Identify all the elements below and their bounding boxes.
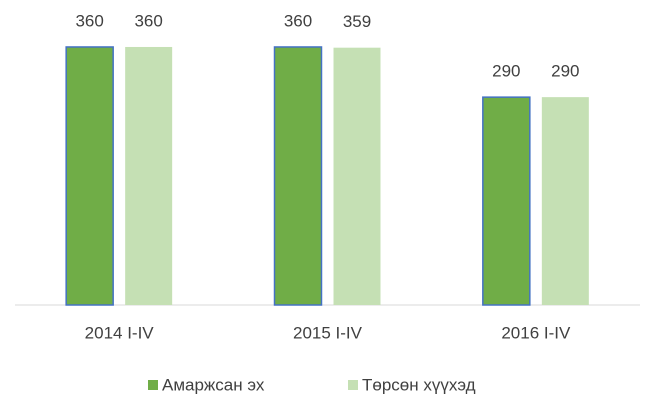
data-label: 290 <box>492 62 520 81</box>
legend-label: Төрсөн хүүхэд <box>362 375 476 394</box>
data-label: 360 <box>75 11 103 30</box>
data-label: 360 <box>284 11 312 30</box>
bar <box>482 96 531 306</box>
bar <box>125 46 173 305</box>
bar <box>541 97 589 305</box>
x-tick-label: 2014 I-IV <box>85 323 155 342</box>
bar <box>273 46 323 306</box>
bar <box>333 47 381 306</box>
x-tick-label: 2016 I-IV <box>501 323 571 342</box>
data-label: 360 <box>134 11 162 30</box>
legend-swatch <box>348 380 358 390</box>
legend-swatch <box>148 380 158 390</box>
legend-label: Амаржсан эх <box>162 375 265 394</box>
data-label: 290 <box>551 62 579 81</box>
bar <box>65 46 114 306</box>
data-label: 359 <box>343 12 371 31</box>
x-tick-label: 2015 I-IV <box>293 323 363 342</box>
